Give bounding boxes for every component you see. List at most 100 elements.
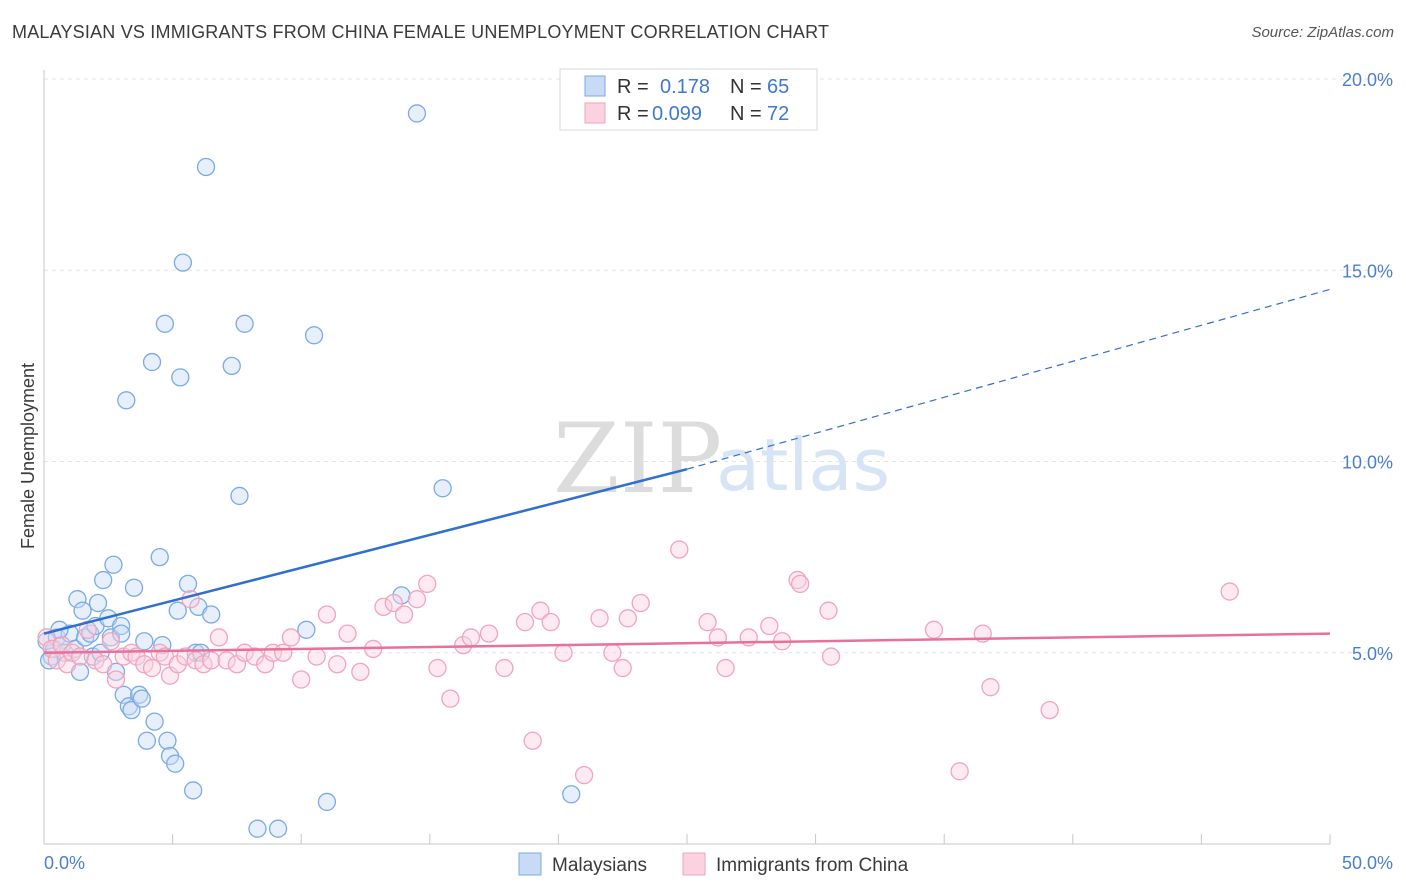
trend-line-immigrants: [43, 632, 1331, 654]
scatter-point-immigrants: [317, 605, 337, 624]
scatter-point-immigrants: [101, 632, 121, 651]
trend-line-malaysians: [43, 467, 688, 635]
y-tick-label: 5.0%: [1352, 644, 1393, 664]
y-axis-label: Female Unemployment: [18, 363, 38, 549]
scatter-point-malaysians: [248, 819, 267, 838]
scatter-point-immigrants: [418, 574, 437, 594]
scatter-point-malaysians: [235, 314, 254, 333]
legend-bottom: Malaysians Immigrants from China: [518, 852, 909, 876]
scatter-point-malaysians: [178, 574, 198, 594]
x-tick-labels: 0.0% 50.0%: [44, 853, 1393, 873]
scatter-point-immigrants: [574, 766, 594, 785]
scatter-point-immigrants: [202, 651, 221, 670]
series-immigrants-from-china: [37, 540, 1239, 785]
scatter-point-immigrants: [209, 628, 229, 647]
scatter-point-immigrants: [292, 670, 311, 689]
scatter-point-immigrants: [603, 643, 622, 662]
legend-swatch-malaysians: [584, 75, 606, 97]
scatter-point-immigrants: [479, 624, 499, 643]
scatter-point-immigrants: [441, 689, 460, 708]
scatter-point-malaysians: [94, 570, 113, 590]
scatter-point-immigrants: [531, 601, 550, 620]
watermark: ZIP atlas: [553, 403, 890, 515]
scatter-point-malaysians: [112, 616, 131, 636]
scatter-point-malaysians: [122, 700, 141, 720]
scatter-point-immigrants: [281, 628, 301, 647]
scatter-point-malaysians: [202, 605, 221, 624]
scatter-point-immigrants: [1220, 582, 1239, 601]
scatter-point-malaysians: [88, 593, 108, 613]
scatter-point-malaysians: [132, 689, 151, 708]
y-tick-labels: 5.0% 10.0% 15.0% 20.0%: [1342, 70, 1393, 664]
scatter-point-malaysians: [68, 590, 87, 609]
scatter-point-immigrants: [374, 597, 393, 616]
scatter-point-immigrants: [407, 590, 427, 609]
scatter-point-malaysians: [158, 731, 177, 750]
trend-lines: [43, 288, 1331, 654]
scatter-point-immigrants: [70, 647, 90, 666]
scatter-point-immigrants: [461, 628, 481, 647]
scatter-point-immigrants: [274, 643, 293, 662]
scatter-point-immigrants: [618, 609, 637, 628]
scatter-point-immigrants: [924, 620, 944, 639]
scatter-point-immigrants: [307, 647, 326, 666]
scatter-point-malaysians: [184, 781, 203, 800]
scatter-point-malaysians: [433, 479, 452, 498]
scatter-point-immigrants: [176, 647, 195, 666]
scatter-point-immigrants: [338, 624, 357, 643]
scatter-point-immigrants: [217, 651, 236, 670]
axes: [43, 70, 1331, 845]
legend-r-value-1: 0.178: [660, 76, 710, 98]
scatter-point-immigrants: [819, 601, 838, 620]
y-tick-label: 15.0%: [1342, 261, 1393, 281]
scatter-point-immigrants: [716, 658, 735, 678]
y-tick-label: 10.0%: [1342, 453, 1393, 473]
legend-top: R = 0.178 N = 65 R = 0.099 N = 72: [559, 68, 818, 131]
legend-r-label-2: R =: [617, 103, 649, 125]
scatter-point-immigrants: [394, 605, 414, 624]
legend-bottom-swatch-malaysians: [518, 852, 542, 876]
scatter-point-immigrants: [590, 609, 609, 628]
x-tick-label-max: 50.0%: [1342, 853, 1393, 873]
scatter-point-immigrants: [541, 613, 560, 632]
scatter-point-malaysians: [73, 601, 92, 620]
scatter-point-malaysians: [142, 352, 162, 372]
scatter-point-immigrants: [523, 731, 542, 750]
scatter-point-immigrants: [181, 590, 200, 609]
scatter-point-immigrants: [428, 658, 447, 678]
scatter-point-immigrants: [950, 762, 969, 781]
scatter-point-malaysians: [155, 314, 175, 333]
scatter-point-immigrants: [515, 613, 535, 632]
scatter-point-malaysians: [112, 624, 131, 643]
legend-r-label-1: R =: [617, 76, 649, 98]
scatter-point-immigrants: [981, 678, 1000, 697]
scatter-point-immigrants: [454, 635, 473, 655]
scatter-point-malaysians: [230, 486, 249, 506]
scatter-point-malaysians: [114, 685, 133, 704]
scatter-point-immigrants: [554, 643, 573, 662]
gridlines: [44, 78, 1392, 654]
scatter-point-malaysians: [150, 547, 169, 567]
scatter-point-malaysians: [137, 731, 157, 750]
legend-n-label-2: N =: [730, 103, 762, 125]
x-tick-label-min: 0.0%: [44, 853, 85, 873]
scatter-point-malaysians: [317, 792, 337, 812]
trend-line-malaysians-extension: [686, 288, 1331, 470]
watermark-atlas: atlas: [716, 423, 890, 507]
scatter-point-malaysians: [562, 785, 581, 804]
scatter-point-immigrants: [37, 628, 56, 647]
scatter-point-immigrants: [670, 540, 689, 559]
legend-n-label-1: N =: [730, 76, 762, 98]
legend-n-value-1: 65: [767, 76, 789, 98]
scatter-point-immigrants: [142, 658, 162, 678]
legend-n-value-2: 72: [767, 103, 789, 125]
scatter-point-immigrants: [106, 670, 126, 689]
y-tick-label: 20.0%: [1342, 70, 1393, 90]
scatter-point-malaysians: [222, 356, 241, 376]
scatter-point-malaysians: [145, 712, 164, 731]
series-malaysians: [37, 104, 581, 838]
legend-swatch-immigrants: [584, 102, 606, 124]
scatter-point-immigrants: [328, 655, 347, 674]
scatter-point-immigrants: [384, 593, 403, 613]
scatter-point-malaysians: [407, 104, 427, 123]
